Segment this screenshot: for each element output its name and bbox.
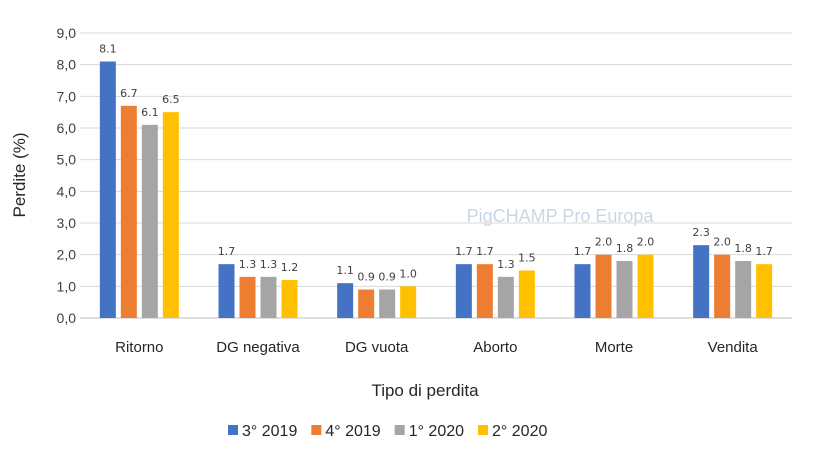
y-tick-label: 6,0 bbox=[57, 120, 77, 136]
bar bbox=[693, 245, 710, 318]
data-label: 6.1 bbox=[141, 106, 159, 119]
data-label: 2.0 bbox=[637, 236, 655, 249]
y-tick-label: 3,0 bbox=[57, 215, 77, 231]
data-label: 2.0 bbox=[595, 236, 613, 249]
x-tick-label: Vendita bbox=[708, 339, 759, 356]
bar bbox=[281, 280, 298, 318]
legend-swatch bbox=[394, 425, 405, 435]
bar bbox=[756, 264, 773, 318]
data-label: 1.7 bbox=[476, 245, 494, 258]
data-label: 2.0 bbox=[713, 236, 731, 249]
data-label: 1.7 bbox=[455, 245, 473, 258]
data-label: 0.9 bbox=[357, 271, 375, 284]
y-tick-label: 7,0 bbox=[57, 88, 77, 104]
x-tick-label: DG vuota bbox=[345, 339, 409, 356]
bar bbox=[735, 261, 752, 318]
y-tick-label: 8,0 bbox=[57, 57, 77, 73]
bar bbox=[497, 276, 514, 318]
y-tick-label: 9,0 bbox=[57, 25, 77, 41]
data-label: 8.1 bbox=[99, 43, 117, 56]
bar bbox=[358, 289, 375, 318]
bar bbox=[120, 105, 137, 318]
data-label: 1.7 bbox=[574, 245, 592, 258]
bar bbox=[595, 254, 612, 318]
data-label: 6.7 bbox=[120, 87, 138, 100]
bar bbox=[714, 254, 731, 318]
data-label: 1.3 bbox=[260, 258, 278, 271]
watermark: PigCHAMP Pro Europa bbox=[467, 206, 655, 226]
y-tick-label: 1,0 bbox=[57, 278, 77, 294]
data-label: 1.3 bbox=[239, 258, 257, 271]
bar bbox=[99, 61, 116, 318]
data-label: 0.9 bbox=[378, 271, 396, 284]
data-label: 1.1 bbox=[336, 264, 354, 277]
bar bbox=[616, 261, 633, 318]
bar bbox=[476, 264, 493, 318]
data-label: 1.2 bbox=[281, 261, 299, 274]
bar bbox=[518, 270, 535, 318]
bar bbox=[239, 276, 256, 318]
x-tick-label: Morte bbox=[595, 339, 633, 356]
bar bbox=[637, 254, 654, 318]
bar bbox=[162, 112, 179, 319]
data-label: 1.8 bbox=[616, 242, 634, 255]
legend-label: 4° 2019 bbox=[325, 423, 380, 440]
bar bbox=[218, 264, 235, 318]
legend-label: 3° 2019 bbox=[242, 423, 297, 440]
data-label: 1.8 bbox=[734, 242, 752, 255]
x-axis-title: Tipo di perdita bbox=[371, 381, 479, 400]
bar bbox=[574, 264, 591, 318]
data-label: 6.5 bbox=[162, 93, 180, 106]
bar bbox=[141, 124, 158, 318]
y-tick-label: 4,0 bbox=[57, 183, 77, 199]
bar bbox=[337, 283, 354, 318]
x-tick-label: DG negativa bbox=[216, 339, 300, 356]
y-axis-title: Perdite (%) bbox=[10, 132, 29, 217]
legend-swatch bbox=[478, 425, 489, 435]
legend-swatch bbox=[228, 425, 238, 435]
bar bbox=[260, 276, 277, 318]
legend-label: 1° 2020 bbox=[409, 423, 464, 440]
data-label: 1.3 bbox=[497, 258, 515, 271]
y-tick-label: 0,0 bbox=[57, 310, 77, 326]
legend-swatch bbox=[311, 425, 322, 435]
data-label: 1.7 bbox=[755, 245, 773, 258]
x-tick-label: Ritorno bbox=[115, 339, 163, 356]
x-tick-label: Aborto bbox=[473, 339, 517, 356]
data-label: 1.0 bbox=[399, 267, 417, 280]
data-label: 1.5 bbox=[518, 252, 536, 265]
y-tick-label: 5,0 bbox=[57, 152, 77, 168]
bar bbox=[455, 264, 472, 318]
data-label: 1.7 bbox=[218, 245, 236, 258]
legend-label: 2° 2020 bbox=[492, 423, 547, 440]
bar bbox=[400, 286, 417, 318]
bar bbox=[379, 289, 396, 318]
data-label: 2.3 bbox=[692, 226, 710, 239]
y-tick-label: 2,0 bbox=[57, 247, 77, 263]
